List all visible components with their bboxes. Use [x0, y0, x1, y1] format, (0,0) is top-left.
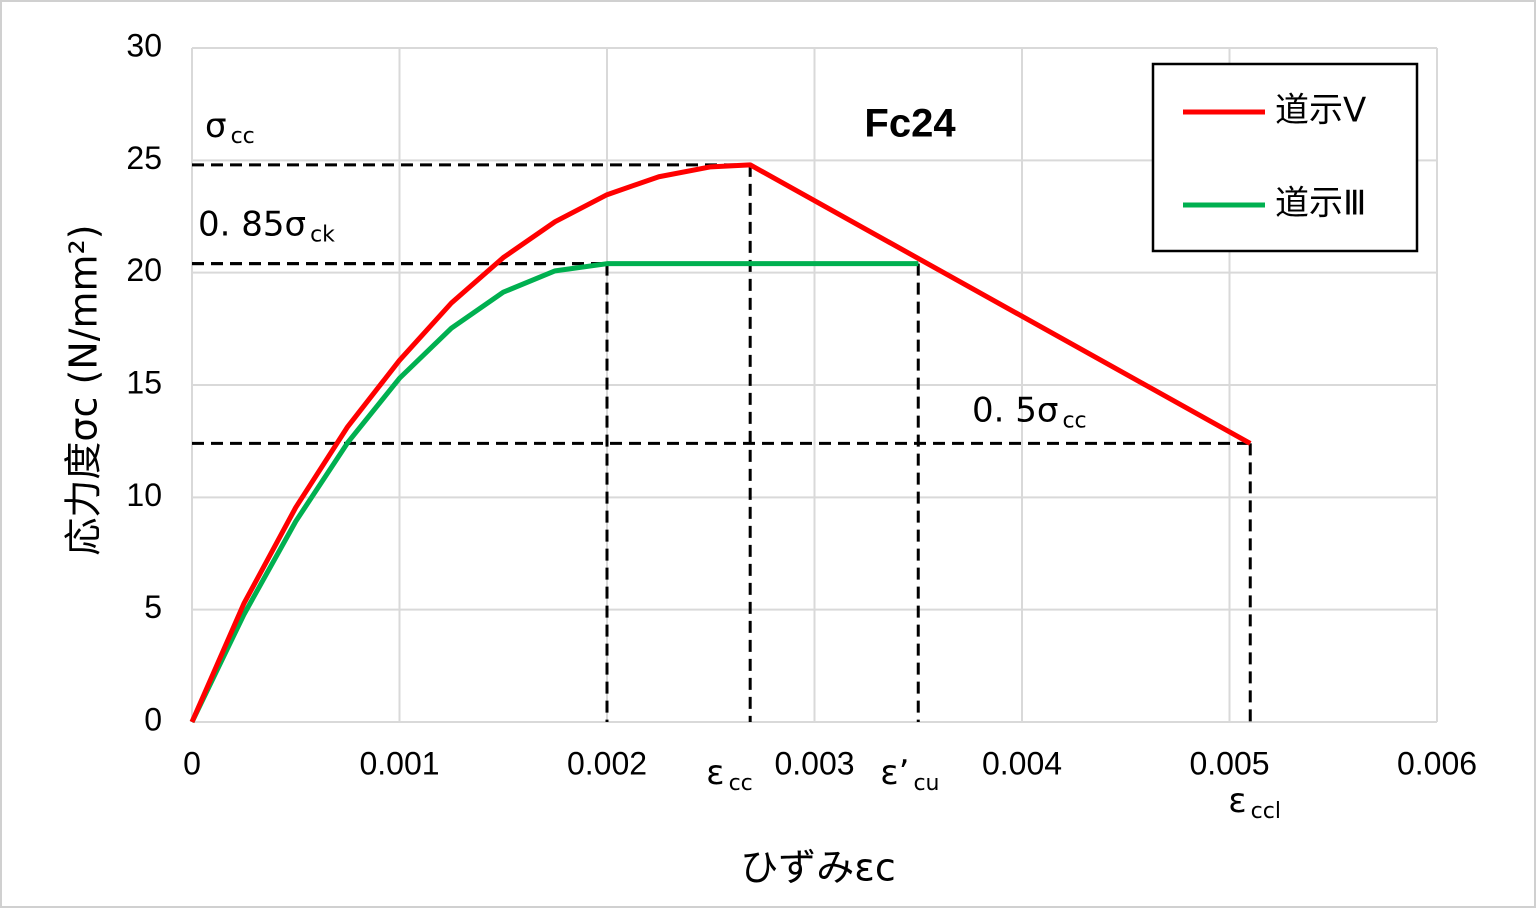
y-axis-label: 応力度σc (N/mm²) [62, 224, 106, 555]
series-line [189, 261, 919, 724]
legend-box [1151, 62, 1419, 253]
x-axis-label: ひずみεc [740, 846, 895, 890]
x-tick-label: 0 [183, 745, 201, 781]
y-tick-label: 20 [126, 252, 162, 288]
annotation: 0. 5σ cc [972, 390, 1087, 434]
annotation-sub: ck [310, 223, 335, 248]
y-tick-label: 15 [126, 364, 162, 400]
annotation: ε’ cu [880, 753, 939, 797]
chart-title: Fc24 [864, 102, 956, 146]
annotation-sub: cc [231, 124, 255, 149]
annotation-text: 0. 85σ [198, 204, 306, 244]
annotation-sub: cc [1062, 408, 1086, 433]
y-tick-label: 0 [144, 701, 162, 737]
y-tick-label: 5 [144, 589, 162, 625]
annotation: 0. 85σ ck [198, 204, 335, 248]
series-line [189, 162, 1252, 724]
annotation-text: ε [706, 753, 724, 793]
annotation-text: σ [205, 105, 227, 145]
guides [192, 163, 1252, 722]
legend-label: 道示Ⅲ [1275, 184, 1366, 224]
annotation-text: ε [1228, 781, 1246, 821]
grid: 0 5 10 15 20 25 30 0 0.001 0.002 0.003 0.004 0.005 0.… [126, 27, 1477, 781]
annotation-sub: ccl [1251, 799, 1281, 824]
annotation-text: 0. 5σ [972, 390, 1058, 430]
annotation-sub: cu [913, 771, 939, 796]
legend-label: 道示Ⅴ [1275, 91, 1366, 131]
x-tick-label: 0.006 [1397, 745, 1477, 781]
x-tick-label: 0.001 [359, 745, 439, 781]
y-tick-label: 30 [126, 27, 162, 63]
legend: 道示Ⅴ 道示Ⅲ [1183, 91, 1366, 224]
x-tick-label: 0.004 [982, 745, 1062, 781]
labels: σ ccε cc0. 85σ ckε’ cu0. 5σ ccε ccl [198, 105, 1281, 824]
y-tick-label: 10 [126, 477, 162, 513]
annotation: σ cc [205, 105, 255, 148]
lines [189, 162, 1252, 724]
annotation: ε cc [706, 753, 753, 797]
annotation-text: ε’ [880, 753, 909, 793]
x-tick-label: 0.003 [774, 745, 854, 781]
annotation: ε ccl [1228, 781, 1281, 825]
y-tick-label: 25 [126, 140, 162, 176]
x-tick-label: 0.005 [1189, 745, 1269, 781]
annotation-sub: cc [729, 771, 753, 796]
x-tick-label: 0.002 [567, 745, 647, 781]
